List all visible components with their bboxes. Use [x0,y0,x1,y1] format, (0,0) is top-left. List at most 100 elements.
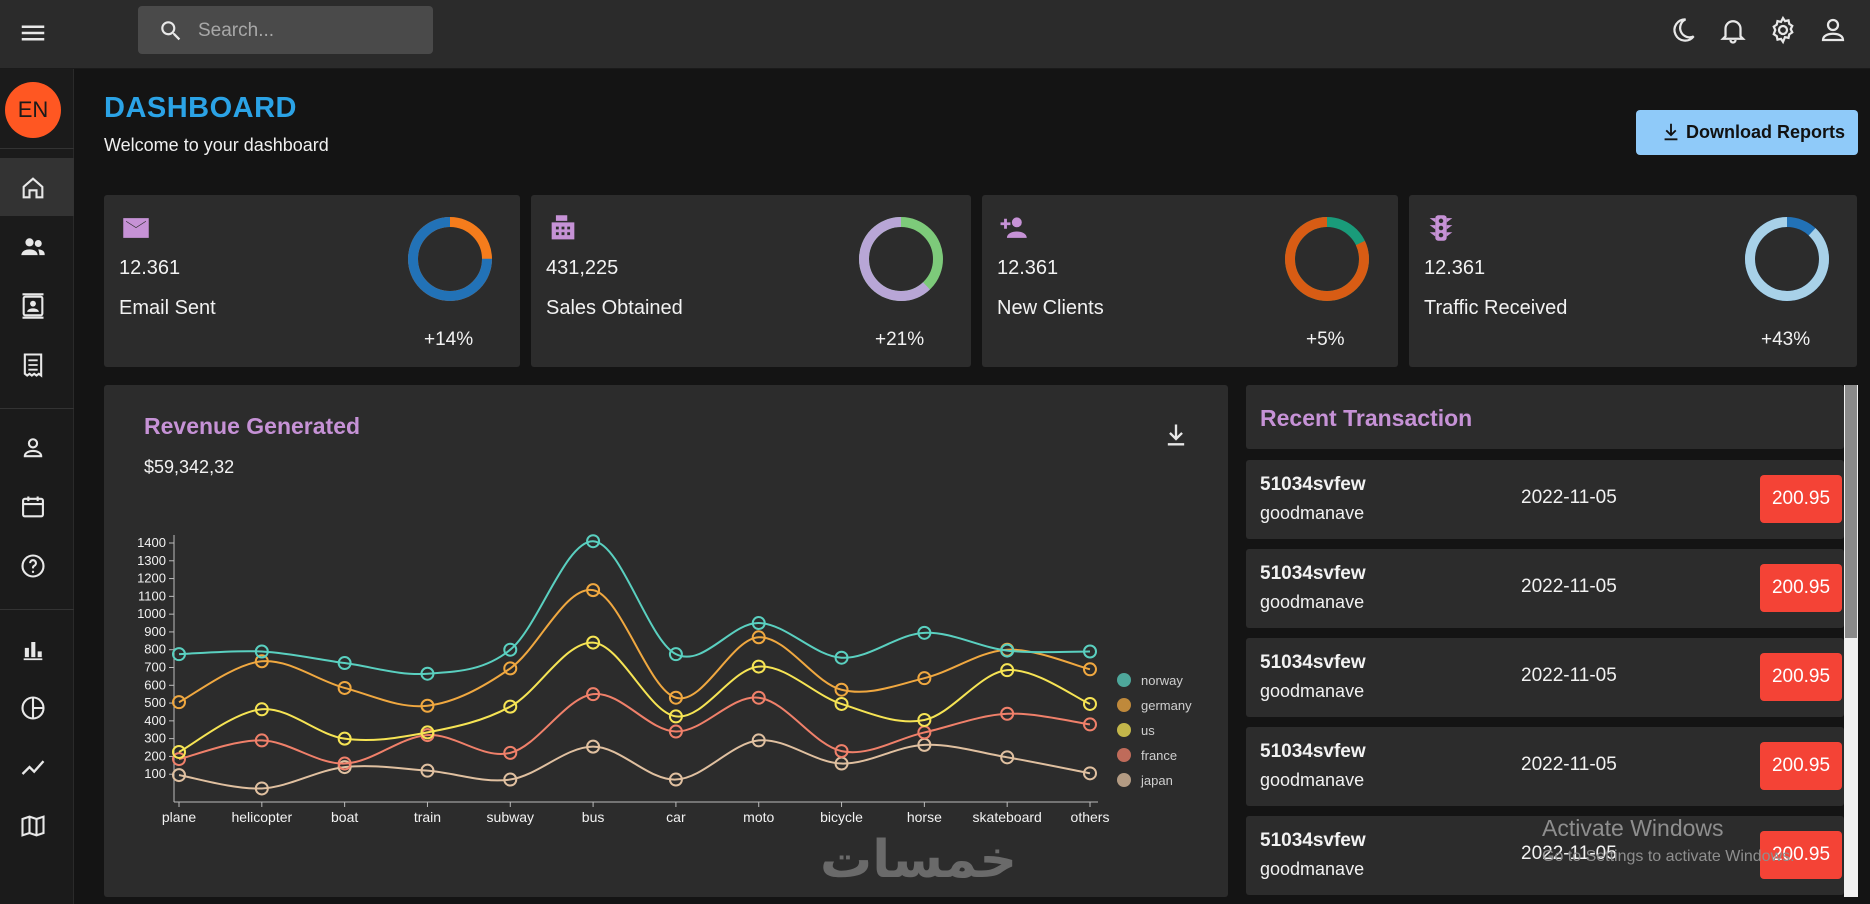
point-us [503,699,518,714]
stat-percent: +14% [424,329,474,350]
y-tick-label: 1200 [137,571,166,586]
sidebar-item-team[interactable] [0,217,74,275]
revenue-amount: $59,342,32 [144,457,235,477]
transaction-amount: 200.95 [1760,564,1842,612]
page-subtitle: Welcome to your dashboard [104,135,329,155]
transaction-row[interactable]: 51034svfew goodmanave 2022-11-05 200.95 [1246,727,1844,806]
activate-windows-title: Activate Windows [1542,815,1724,841]
line-chart-icon [21,760,45,775]
y-tick-label: 1300 [137,553,166,568]
transaction-id: 51034svfew [1260,741,1366,762]
transaction-row[interactable]: 51034svfew goodmanave 2022-11-05 200.95 [1246,816,1844,895]
point-france [172,752,186,767]
revenue-panel: Revenue Generated $59,342,32 100 200 300 40… [104,385,1228,897]
x-tick-label: train [414,809,441,825]
revenue-line-chart: 100 200 300 400 500 600 700 800 900 1000 1100 1200 1… [137,534,1192,825]
x-tick-label: helicopter [231,809,292,825]
stat-percent: +43% [1761,329,1811,350]
sidebar-item-calendar[interactable] [0,477,74,535]
point-japan [1083,766,1097,781]
point-france [834,744,849,759]
point-japan [668,772,683,787]
stat-card-sales: 431,225 Sales Obtained +21% [531,195,971,367]
stat-card-clients: 12.361 New Clients +5% [982,195,1398,367]
legend-swatch-japan [1117,773,1131,787]
search-icon [161,21,181,41]
transaction-date: 2022-11-05 [1521,754,1617,775]
point-us [586,635,601,650]
x-tick-label: boat [331,809,358,825]
sidebar-item-faq[interactable] [0,536,74,594]
series-line-japan [178,739,1091,790]
sidebar-item-contacts[interactable] [0,276,74,334]
sidebar-item-line-chart[interactable] [0,737,74,795]
sidebar-item-dashboard[interactable] [0,158,74,216]
bar-chart-icon [23,642,43,661]
moon-icon[interactable] [1668,15,1698,45]
point-france [503,745,518,760]
scrollbar-thumb[interactable] [1845,385,1857,638]
download-icon [1664,123,1678,141]
point-france [254,733,269,748]
progress-ring [408,217,492,301]
transaction-id: 51034svfew [1260,563,1366,584]
bell-icon[interactable] [1718,15,1748,45]
point-norway [917,625,932,640]
point-germany [1083,662,1097,677]
point-us [337,731,352,746]
sidebar-item-geography[interactable] [0,796,74,854]
point-norway [503,642,518,657]
download-reports-button[interactable]: Download Reports [1636,110,1858,155]
transaction-date: 2022-11-05 [1521,665,1617,686]
search-bar[interactable]: Search... [138,6,433,54]
receipt-icon [23,353,43,378]
transaction-id: 51034svfew [1260,474,1366,495]
sidebar-divider [0,609,74,610]
download-reports-label: Download Reports [1686,122,1846,142]
x-tick-label: horse [907,809,942,825]
y-tick-label: 600 [144,677,166,692]
download-icon[interactable] [1162,421,1190,449]
y-tick-label: 900 [144,624,166,639]
point-us [254,702,269,717]
series-line-germany [178,589,1091,708]
transaction-row[interactable]: 51034svfew goodmanave 2022-11-05 200.95 [1246,638,1844,717]
transaction-user: goodmanave [1260,503,1365,523]
gear-icon[interactable] [1768,15,1798,45]
x-tick-label: skateboard [973,809,1042,825]
y-tick-label: 400 [144,713,166,728]
search-input[interactable]: Search... [198,20,275,41]
progress-ring [859,217,943,301]
activate-windows-subtitle: Go to Settings to activate Windows. [1542,848,1795,865]
legend-label-us: us [1141,723,1155,738]
y-tick-label: 1100 [138,588,166,603]
ring-progress [1745,217,1829,301]
stat-value: 12.361 [997,257,1059,279]
help-icon [21,554,45,578]
legend-swatch-us [1117,723,1131,737]
person-icon[interactable] [1818,15,1848,45]
series-line-us [178,641,1091,753]
transaction-user: goodmanave [1260,681,1365,701]
point-japan [172,768,186,783]
transaction-amount: 200.95 [1760,742,1842,790]
point-germany [586,583,601,598]
language-avatar[interactable]: EN [5,82,61,138]
transaction-date: 2022-11-05 [1521,487,1617,508]
ring-progress [859,217,943,301]
y-tick-label: 100 [144,766,166,781]
sidebar-divider [0,148,74,149]
sidebar-item-bar-chart[interactable] [0,619,74,677]
transaction-row[interactable]: 51034svfew goodmanave 2022-11-05 200.95 [1246,549,1844,628]
fax-icon [551,215,575,240]
sidebar-item-invoices[interactable] [0,335,74,393]
sidebar-item-pie-chart[interactable] [0,678,74,736]
ring-progress [408,217,492,301]
transaction-row[interactable]: 51034svfew goodmanave 2022-11-05 200.95 [1246,460,1844,539]
point-norway [586,534,601,549]
point-france [337,756,352,771]
menu-icon[interactable] [18,18,48,48]
sidebar-item-profile[interactable] [0,418,74,476]
point-us [917,712,932,727]
point-germany [254,654,269,669]
